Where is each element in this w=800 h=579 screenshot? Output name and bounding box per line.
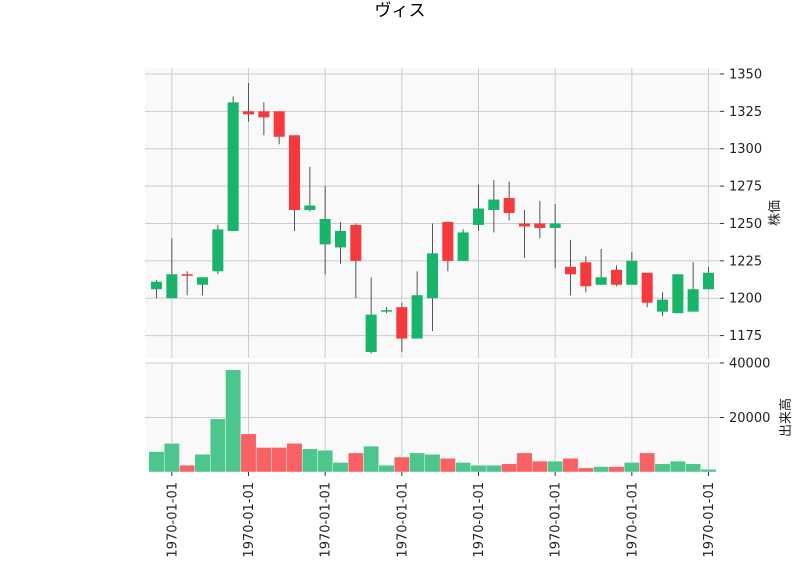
volume-bar <box>209 418 226 473</box>
candle-body-up <box>365 314 377 353</box>
candle-body-down <box>518 223 531 227</box>
price-tick-label: 1300 <box>729 142 762 157</box>
volume-bar <box>639 452 656 473</box>
volume-bar <box>516 452 533 473</box>
candle-body-up <box>227 102 239 231</box>
volume-bar <box>455 462 472 473</box>
volume-bar <box>301 448 318 473</box>
price-tick-label: 1275 <box>729 180 762 195</box>
volume-bar <box>347 452 364 473</box>
volume-bar <box>378 464 395 473</box>
candle-body-up <box>702 272 715 290</box>
x-tick-label: 1970-01-01 <box>242 482 257 558</box>
volume-bar <box>577 467 594 473</box>
candle-body-down <box>503 198 515 213</box>
price-tick-label: 1225 <box>729 254 762 269</box>
candle-body-down <box>641 272 653 303</box>
candle-body-down <box>610 269 623 285</box>
volume-bar <box>562 458 579 473</box>
volume-bar <box>255 447 272 473</box>
candle-body-up <box>319 218 331 245</box>
x-tick-label: 1970-01-01 <box>549 482 564 558</box>
volume-bar <box>393 456 410 473</box>
chart-title: ヴィス <box>374 1 426 21</box>
price-tick-label: 1250 <box>729 217 762 232</box>
volume-bar <box>163 443 180 473</box>
candle-body-up <box>304 205 316 211</box>
volume-bar <box>225 369 242 473</box>
price-tick-label: 1350 <box>729 67 762 82</box>
volume-tick-label: 40000 <box>729 357 770 372</box>
volume-bar <box>470 464 487 473</box>
x-tick-label: 1970-01-01 <box>702 482 717 558</box>
candle-body-down <box>273 111 285 137</box>
volume-bar <box>685 463 702 473</box>
candle-body-down <box>396 307 408 339</box>
volume-bar <box>409 452 426 473</box>
volume-bar <box>501 463 518 473</box>
volume-bar <box>148 451 165 473</box>
candle-body-up <box>411 295 423 339</box>
candle-body-up <box>212 229 224 272</box>
candle-body-up <box>656 299 669 312</box>
candle-body-up <box>166 274 178 299</box>
volume-bar <box>332 462 349 473</box>
candle-body-up <box>334 230 347 248</box>
volume-bar <box>179 464 196 473</box>
x-tick-label: 1970-01-01 <box>395 482 410 558</box>
candle-body-up <box>150 281 163 290</box>
volume-bar <box>669 460 686 473</box>
candle-body-up <box>549 223 561 228</box>
volume-bar <box>700 469 717 473</box>
candle-body-up <box>626 260 638 285</box>
candle-body-up <box>472 208 485 225</box>
candle-body-up <box>488 199 500 211</box>
volume-bar <box>439 458 456 473</box>
volume-bar <box>271 447 288 473</box>
candle-body-up <box>380 310 393 312</box>
candle-body-down <box>242 111 255 115</box>
price-tick-label: 1175 <box>729 329 762 344</box>
volume-tick-label: 20000 <box>729 411 770 426</box>
volume-axis-label: 出来高 <box>778 398 794 437</box>
volume-bar <box>424 454 441 473</box>
candle-body-down <box>350 224 362 261</box>
volume-bar <box>654 463 671 473</box>
candle-body-up <box>426 253 439 299</box>
volume-bar <box>593 466 610 473</box>
candle-body-down <box>534 223 546 228</box>
volume-bar <box>363 445 380 473</box>
candle-body-down <box>258 111 270 118</box>
volume-bar <box>623 462 640 473</box>
candle-body-down <box>580 262 592 287</box>
candle-body-down <box>181 274 193 276</box>
x-tick-label: 1970-01-01 <box>472 482 487 558</box>
volume-bar <box>317 450 334 473</box>
price-tick-label: 1200 <box>729 292 762 307</box>
candle-body-down <box>564 266 577 275</box>
price-tick-label: 1325 <box>729 105 762 120</box>
candle-body-up <box>595 277 607 285</box>
candle-body-down <box>442 221 454 261</box>
x-tick-label: 1970-01-01 <box>625 482 640 558</box>
candle-body-up <box>672 274 684 314</box>
volume-bar <box>608 466 625 473</box>
volume-bar <box>240 433 257 473</box>
volume-bar <box>286 443 303 473</box>
x-tick-label: 1970-01-01 <box>319 482 334 558</box>
volume-bar <box>485 464 502 473</box>
volume-bar <box>547 460 564 473</box>
volume-bar <box>194 454 211 473</box>
x-tick-label: 1970-01-01 <box>165 482 180 558</box>
price-axis-label: 株価 <box>768 200 783 226</box>
candle-body-up <box>687 289 699 312</box>
volume-bar <box>531 460 548 473</box>
candle-body-down <box>288 135 301 211</box>
candle-body-up <box>457 232 469 261</box>
candle-body-up <box>196 277 209 285</box>
